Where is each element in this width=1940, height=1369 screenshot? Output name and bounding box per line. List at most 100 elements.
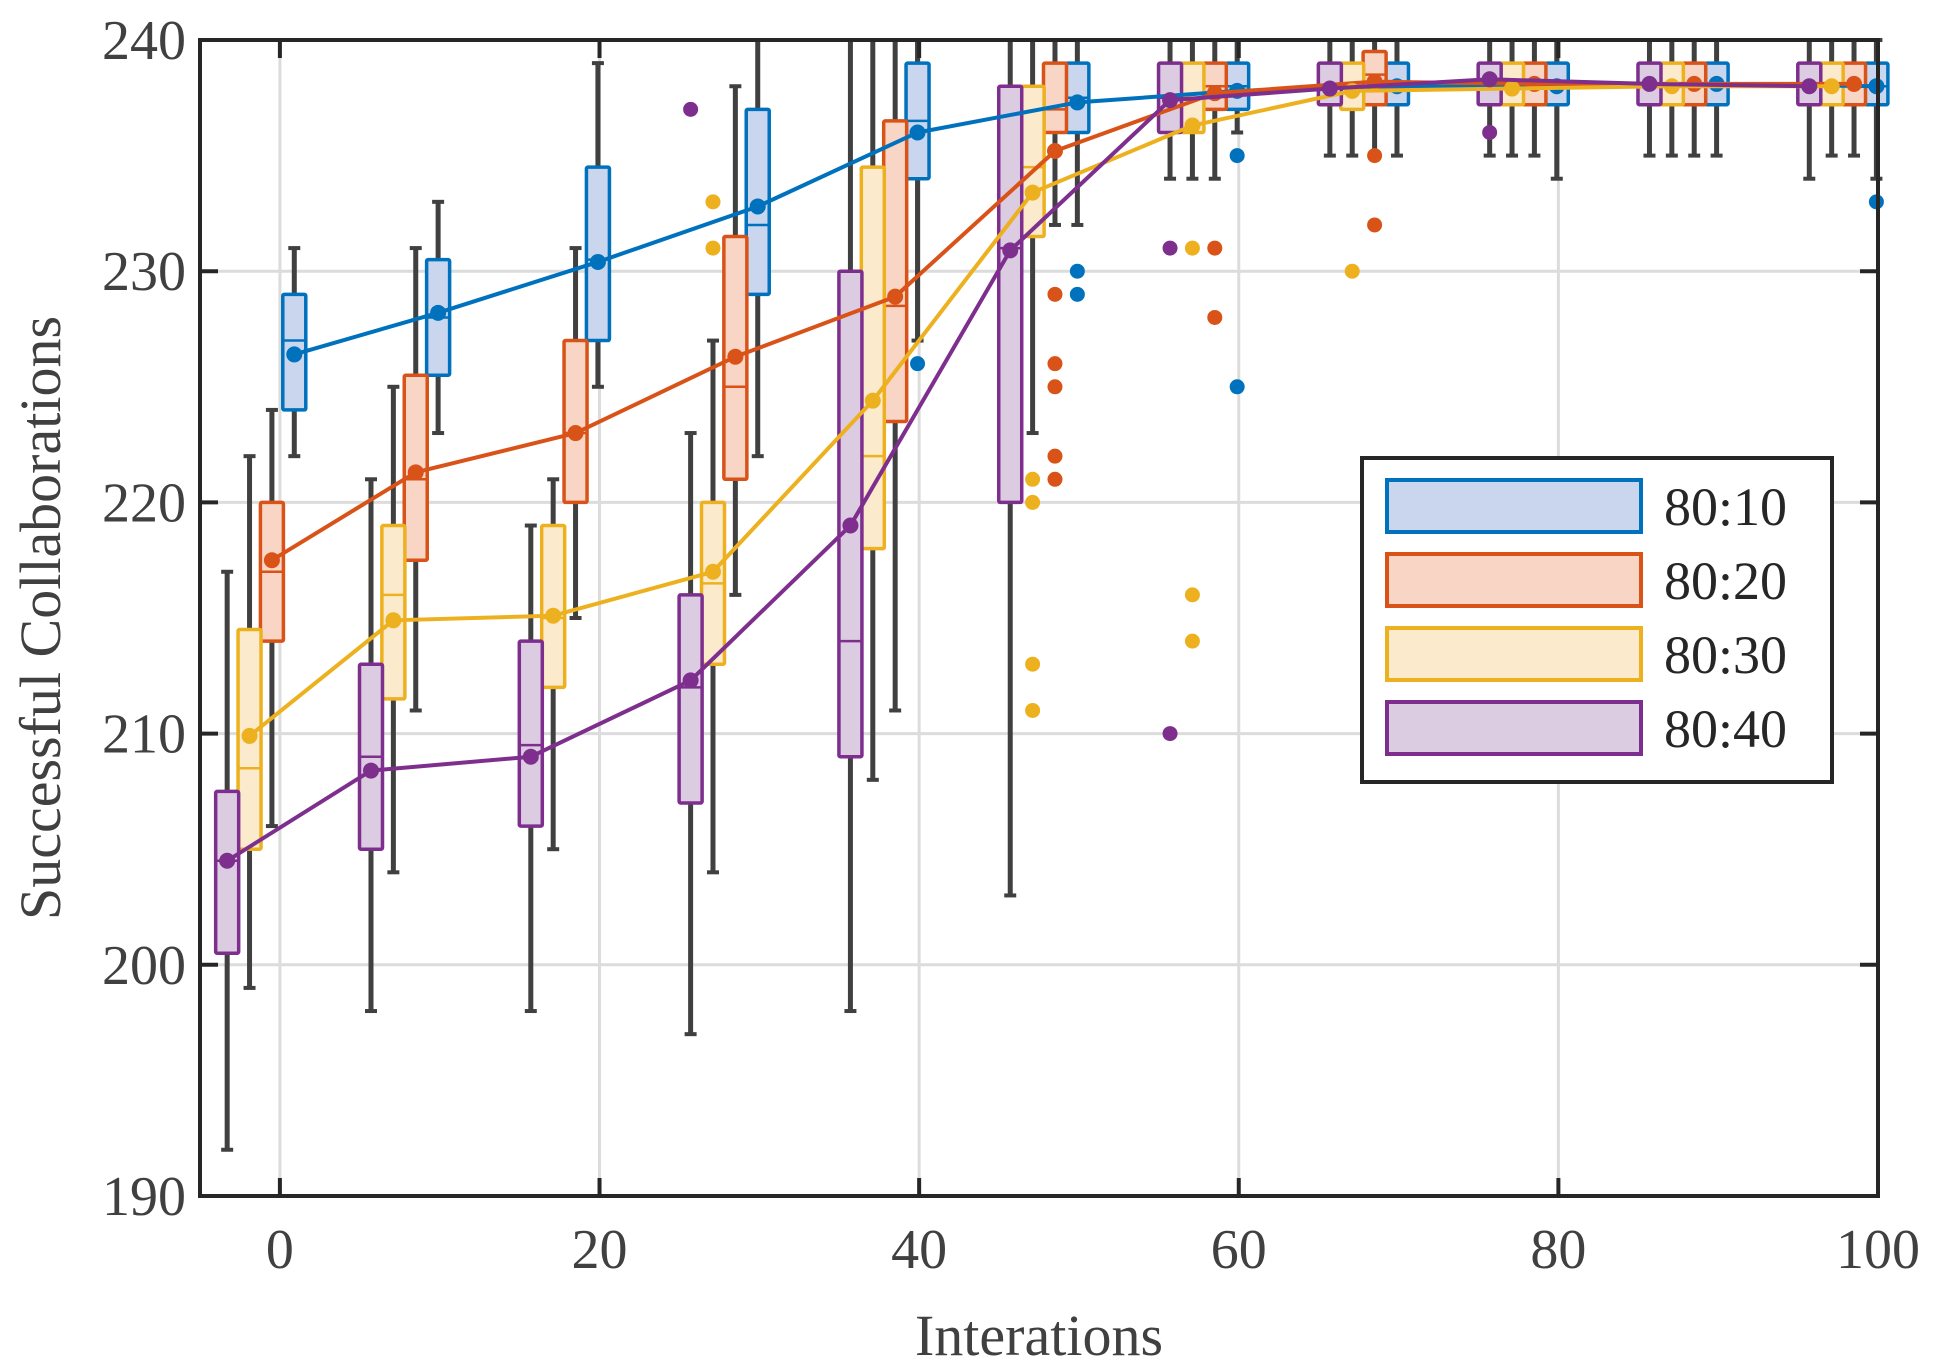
mean-marker bbox=[522, 748, 539, 765]
mean-marker bbox=[1069, 94, 1086, 111]
box bbox=[996, 38, 1024, 898]
outlier-point bbox=[1025, 471, 1041, 487]
x-tick-label: 40 bbox=[891, 1219, 947, 1281]
mean-marker bbox=[1846, 75, 1863, 92]
mean-marker bbox=[864, 392, 881, 409]
mean-marker bbox=[909, 124, 926, 141]
legend: 80:10 80:20 80:30 80:40 bbox=[1360, 456, 1834, 784]
outlier-point bbox=[1069, 263, 1085, 279]
y-tick-label: 210 bbox=[102, 704, 186, 766]
mean-marker bbox=[842, 517, 859, 534]
box bbox=[881, 38, 909, 713]
mean-line-80-30 bbox=[241, 78, 1840, 744]
x-axis-title: Interations bbox=[915, 1303, 1163, 1368]
box-body bbox=[1041, 61, 1069, 135]
x-tick-label: 80 bbox=[1530, 1219, 1586, 1281]
y-tick-label: 230 bbox=[102, 241, 186, 303]
legend-item-80-40: 80:40 bbox=[1385, 699, 1787, 759]
mean-marker bbox=[1481, 71, 1498, 88]
legend-swatch bbox=[1385, 552, 1643, 608]
plot-frame bbox=[198, 38, 1880, 1198]
outlier-point bbox=[1047, 471, 1063, 487]
mean-line-80-40 bbox=[219, 71, 1818, 869]
mean-marker bbox=[682, 672, 699, 689]
outlier-point bbox=[1162, 240, 1178, 256]
box bbox=[517, 523, 545, 1014]
box-body bbox=[677, 593, 704, 805]
box-body bbox=[539, 523, 567, 690]
legend-label: 80:10 bbox=[1664, 477, 1787, 537]
mean-marker bbox=[1002, 242, 1019, 259]
outlier-point bbox=[705, 240, 721, 256]
x-tick-label: 100 bbox=[1836, 1219, 1920, 1281]
mean-marker bbox=[385, 612, 402, 629]
outlier-point bbox=[1207, 240, 1223, 256]
mean-marker bbox=[362, 762, 379, 779]
mean-marker bbox=[1184, 117, 1201, 134]
outlier-point bbox=[1207, 309, 1223, 325]
box bbox=[539, 477, 567, 852]
box bbox=[677, 101, 704, 1037]
x-tick-label: 20 bbox=[572, 1219, 628, 1281]
outlier-point bbox=[1184, 587, 1200, 603]
y-tick-label: 220 bbox=[102, 472, 186, 534]
y-tick-label: 190 bbox=[102, 1166, 186, 1228]
mean-marker bbox=[567, 425, 584, 442]
mean-marker bbox=[1321, 80, 1338, 97]
legend-label: 80:30 bbox=[1664, 625, 1787, 685]
outlier-point bbox=[683, 101, 699, 117]
outlier-point bbox=[1229, 148, 1245, 164]
mean-marker bbox=[1801, 78, 1818, 95]
outlier-point bbox=[1184, 633, 1200, 649]
outlier-point bbox=[1025, 702, 1041, 718]
box-body bbox=[881, 119, 909, 424]
y-tick-label: 240 bbox=[102, 10, 186, 72]
mean-marker bbox=[589, 253, 606, 270]
mean-marker bbox=[263, 552, 280, 569]
outlier-point bbox=[1229, 379, 1245, 395]
box bbox=[258, 407, 286, 829]
mean-marker bbox=[1162, 92, 1179, 109]
mean-marker bbox=[704, 563, 721, 580]
mean-marker bbox=[887, 288, 904, 305]
legend-swatch bbox=[1385, 700, 1643, 756]
mean-marker bbox=[430, 304, 447, 321]
legend-swatch bbox=[1385, 478, 1643, 534]
mean-marker bbox=[407, 464, 424, 481]
box bbox=[281, 246, 308, 459]
box bbox=[837, 38, 864, 1014]
outlier-point bbox=[1047, 448, 1063, 464]
legend-item-80-10: 80:10 bbox=[1385, 477, 1787, 537]
outlier-point bbox=[1047, 379, 1063, 395]
outlier-point bbox=[1047, 286, 1063, 302]
box-body bbox=[996, 84, 1024, 505]
mean-marker bbox=[1024, 184, 1041, 201]
mean-marker bbox=[1504, 80, 1521, 97]
outlier-point bbox=[1344, 263, 1360, 279]
series-80-20 bbox=[258, 38, 1868, 829]
box-body bbox=[213, 789, 241, 955]
outlier-point bbox=[1482, 124, 1498, 140]
series-80-40 bbox=[213, 38, 1823, 1152]
x-tick-label: 0 bbox=[266, 1219, 294, 1281]
y-tick-label: 200 bbox=[102, 935, 186, 997]
mean-marker bbox=[219, 852, 236, 869]
legend-item-80-20: 80:20 bbox=[1385, 551, 1787, 611]
mean-marker bbox=[1823, 78, 1840, 95]
mean-marker bbox=[1641, 75, 1658, 92]
y-axis-title: Successful Collaborations bbox=[8, 316, 73, 920]
outlier-point bbox=[705, 194, 721, 210]
box bbox=[213, 569, 241, 1152]
mean-marker bbox=[1046, 142, 1063, 159]
box-body bbox=[517, 639, 545, 828]
mean-marker bbox=[727, 348, 744, 365]
box-body bbox=[859, 165, 887, 551]
box-body bbox=[562, 338, 589, 505]
outlier-point bbox=[1367, 148, 1383, 164]
outlier-point bbox=[910, 356, 926, 372]
mean-marker bbox=[241, 727, 258, 744]
box-body bbox=[837, 269, 864, 759]
box bbox=[357, 477, 385, 1014]
legend-swatch bbox=[1385, 626, 1643, 682]
